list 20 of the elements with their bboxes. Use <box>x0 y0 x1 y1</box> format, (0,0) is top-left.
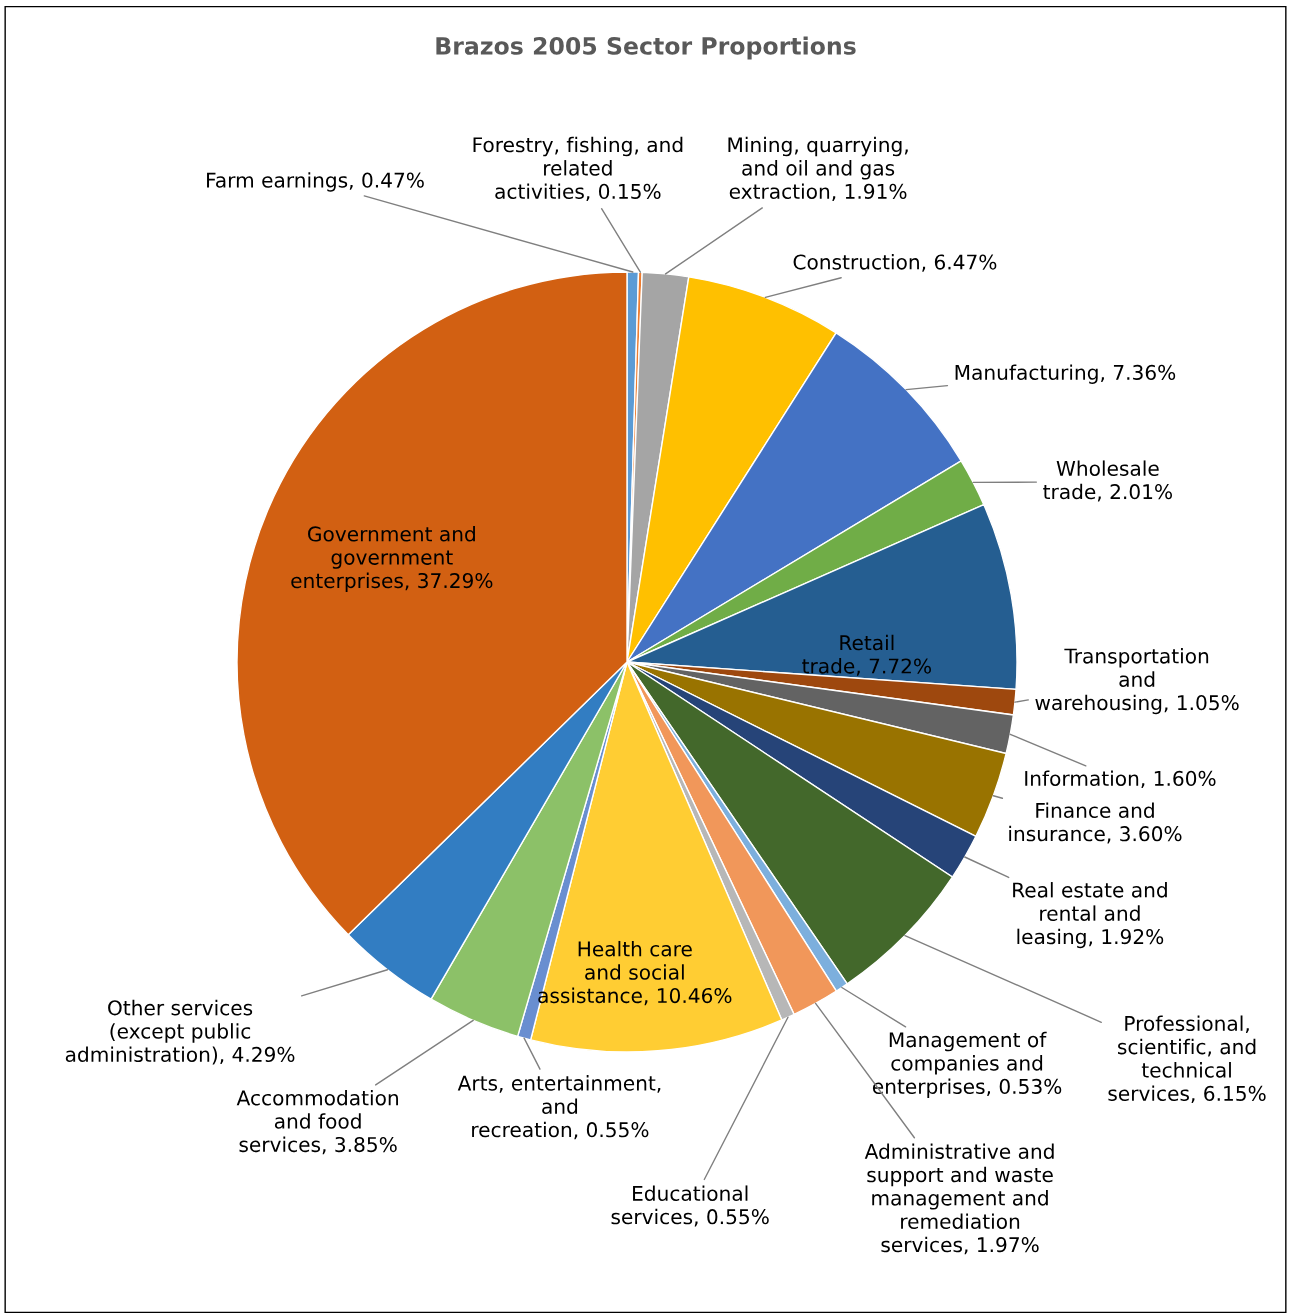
slice-label: Mining, quarrying, and oil and gas extraction, 1.91% <box>728 136 908 202</box>
slice-label: Educational services, 0.55% <box>611 1185 769 1227</box>
slice-label: Forestry, fishing, and related activities, 0.15% <box>473 136 683 202</box>
slice-label: Administrative and support and waste management and remediation services, 1.97% <box>864 1143 1054 1255</box>
slice-label: Finance and insurance, 3.60% <box>1009 802 1182 844</box>
chart-title: Brazos 2005 Sector Proportions <box>436 36 856 60</box>
slice-label: Wholesale trade, 2.01% <box>1043 460 1172 502</box>
slice-label: Accommodation and food services, 3.85% <box>236 1089 398 1155</box>
slice-label: Information, 1.60% <box>1025 770 1216 789</box>
slice-label: Farm earnings, 0.47% <box>207 172 424 192</box>
slice-label: Transportation and warehousing, 1.05% <box>1035 648 1239 715</box>
slice-label: Real estate and rental and leasing, 1.92% <box>1013 882 1167 949</box>
slice-label: Retail trade, 7.72% <box>802 634 931 676</box>
slice-label: Arts, entertainment, and recreation, 0.55% <box>457 1075 661 1140</box>
slice-label: Professional, scientific, and technical services, 6.15% <box>1108 1015 1266 1104</box>
slice-label: Construction, 6.47% <box>793 254 997 272</box>
slice-label: Other services (except public administration), 4.29% <box>65 999 295 1065</box>
slice-label: Management of companies and enterprises, 0.53% <box>872 1031 1062 1098</box>
slice-label: Manufacturing, 7.36% <box>955 364 1176 384</box>
slice-label: Government and government enterprises, 37.29% <box>291 525 493 593</box>
